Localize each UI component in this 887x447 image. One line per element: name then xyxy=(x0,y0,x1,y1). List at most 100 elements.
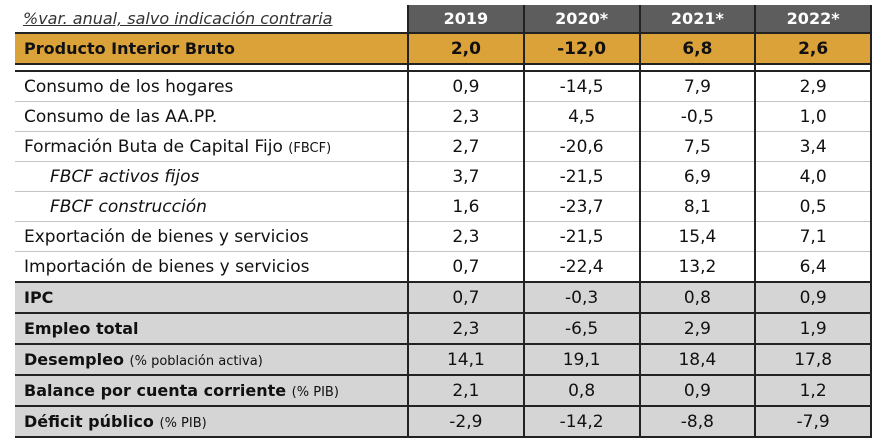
row-label: Balance por cuenta corriente (% PIB) xyxy=(15,375,408,407)
pib-value: 2,0 xyxy=(407,32,524,65)
year-header: 2020* xyxy=(522,5,640,33)
cell-value: 1,6 xyxy=(407,191,524,222)
pib-value: -12,0 xyxy=(522,32,640,65)
cell-value: -8,8 xyxy=(638,406,756,438)
table-row: FBCF activos fijos 3,7 -21,5 6,9 4,0 xyxy=(15,161,872,192)
cell-value: 1,0 xyxy=(754,101,872,132)
cell-value: 2,3 xyxy=(407,221,524,252)
cell-value: 0,8 xyxy=(522,375,640,407)
year-header: 2022* xyxy=(754,5,872,33)
year-header: 2019 xyxy=(407,5,524,33)
cell-value: -0,5 xyxy=(638,101,756,132)
row-label: Consumo de las AA.PP. xyxy=(15,101,408,132)
table-row: Desempleo (% población activa) 14,1 19,1 18… xyxy=(15,344,872,376)
row-label-text: Balance por cuenta corriente xyxy=(24,381,287,400)
header-row: %var. anual, salvo indicación contraria … xyxy=(15,5,872,34)
cell-value: 6,9 xyxy=(638,161,756,192)
cell-value: 6,4 xyxy=(754,251,872,283)
cell-value: 0,7 xyxy=(407,251,524,283)
row-label: Formación Buta de Capital Fijo (FBCF) xyxy=(15,131,408,162)
cell-value: 7,5 xyxy=(638,131,756,162)
row-label-note: (% PIB) xyxy=(159,416,207,431)
row-label-text: Empleo total xyxy=(24,319,139,338)
table-row: Importación de bienes y servicios 0,7 -22,… xyxy=(15,251,872,283)
row-label-text: FBCF activos fijos xyxy=(50,166,200,187)
cell-value: -21,5 xyxy=(522,221,640,252)
row-label-text: Déficit público xyxy=(24,412,154,431)
row-label-note: (% población activa) xyxy=(129,354,263,369)
cell-value: -22,4 xyxy=(522,251,640,283)
pib-label: Producto Interior Bruto xyxy=(15,32,408,65)
row-label-text: Exportación de bienes y servicios xyxy=(24,226,309,247)
table-row: Exportación de bienes y servicios 2,3 -21,… xyxy=(15,221,872,252)
year-header: 2021* xyxy=(638,5,756,33)
table-row: FBCF construcción 1,6 -23,7 8,1 0,5 xyxy=(15,191,872,222)
table-row: Formación Buta de Capital Fijo (FBCF) 2,7… xyxy=(15,131,872,162)
cell-value: 14,1 xyxy=(407,344,524,376)
cell-value: 15,4 xyxy=(638,221,756,252)
pib-row: Producto Interior Bruto 2,0 -12,0 6,8 2,… xyxy=(15,32,872,65)
cell-value: 2,1 xyxy=(407,375,524,407)
cell-value: 7,9 xyxy=(638,71,756,102)
cell-value: -0,3 xyxy=(522,282,640,314)
cell-value: 0,5 xyxy=(754,191,872,222)
row-label: FBCF construcción xyxy=(15,191,408,222)
cell-value: 3,4 xyxy=(754,131,872,162)
pib-value: 2,6 xyxy=(754,32,872,65)
cell-value: -20,6 xyxy=(522,131,640,162)
cell-value: 17,8 xyxy=(754,344,872,376)
row-label-text: Desempleo xyxy=(24,350,124,369)
row-label: IPC xyxy=(15,282,408,314)
cell-value: 2,9 xyxy=(754,71,872,102)
cell-value: 18,4 xyxy=(638,344,756,376)
row-label: Consumo de los hogares xyxy=(15,71,408,102)
row-label-note: (FBCF) xyxy=(288,140,332,156)
cell-value: -2,9 xyxy=(407,406,524,438)
cell-value: 0,9 xyxy=(754,282,872,314)
cell-value: -6,5 xyxy=(522,313,640,345)
cell-value: 7,1 xyxy=(754,221,872,252)
cell-value: 2,3 xyxy=(407,313,524,345)
row-label-text: Formación Buta de Capital Fijo xyxy=(24,136,283,157)
row-label: Déficit público (% PIB) xyxy=(15,406,408,438)
row-label: Exportación de bienes y servicios xyxy=(15,221,408,252)
spacer-row xyxy=(15,64,872,72)
table-row: Balance por cuenta corriente (% PIB) 2,1 0… xyxy=(15,375,872,407)
cell-value: -14,2 xyxy=(522,406,640,438)
cell-value: 8,1 xyxy=(638,191,756,222)
table-row: Déficit público (% PIB) -2,9 -14,2 -8,8 -7,9 xyxy=(15,406,872,438)
row-label: Importación de bienes y servicios xyxy=(15,251,408,283)
table-row: Consumo de las AA.PP. 2,3 4,5 -0,5 1,0 xyxy=(15,101,872,132)
cell-value: 3,7 xyxy=(407,161,524,192)
cell-value: 0,8 xyxy=(638,282,756,314)
cell-value: 1,9 xyxy=(754,313,872,345)
cell-value: 19,1 xyxy=(522,344,640,376)
row-label-text: IPC xyxy=(24,288,54,307)
row-label-text: Consumo de los hogares xyxy=(24,76,234,97)
table-row: Empleo total 2,3 -6,5 2,9 1,9 xyxy=(15,313,872,345)
cell-value: 0,7 xyxy=(407,282,524,314)
row-label-note: (% PIB) xyxy=(291,385,339,400)
pib-value: 6,8 xyxy=(638,32,756,65)
row-label: FBCF activos fijos xyxy=(15,161,408,192)
cell-value: -23,7 xyxy=(522,191,640,222)
cell-value: 2,9 xyxy=(638,313,756,345)
cell-value: 0,9 xyxy=(638,375,756,407)
cell-value: 4,0 xyxy=(754,161,872,192)
table-caption: %var. anual, salvo indicación contraria xyxy=(15,5,408,34)
table-row: Consumo de los hogares 0,9 -14,5 7,9 2,9 xyxy=(15,71,872,102)
cell-value: 2,7 xyxy=(407,131,524,162)
cell-value: -14,5 xyxy=(522,71,640,102)
cell-value: 2,3 xyxy=(407,101,524,132)
row-label: Desempleo (% población activa) xyxy=(15,344,408,376)
row-label: Empleo total xyxy=(15,313,408,345)
cell-value: -7,9 xyxy=(754,406,872,438)
cell-value: 0,9 xyxy=(407,71,524,102)
forecast-table-container: %var. anual, salvo indicación contraria … xyxy=(15,5,872,438)
row-label-text: Consumo de las AA.PP. xyxy=(24,106,218,127)
cell-value: 1,2 xyxy=(754,375,872,407)
row-label-text: Importación de bienes y servicios xyxy=(24,256,310,277)
cell-value: -21,5 xyxy=(522,161,640,192)
forecast-table: %var. anual, salvo indicación contraria … xyxy=(15,5,872,438)
table-row: IPC 0,7 -0,3 0,8 0,9 xyxy=(15,282,872,314)
